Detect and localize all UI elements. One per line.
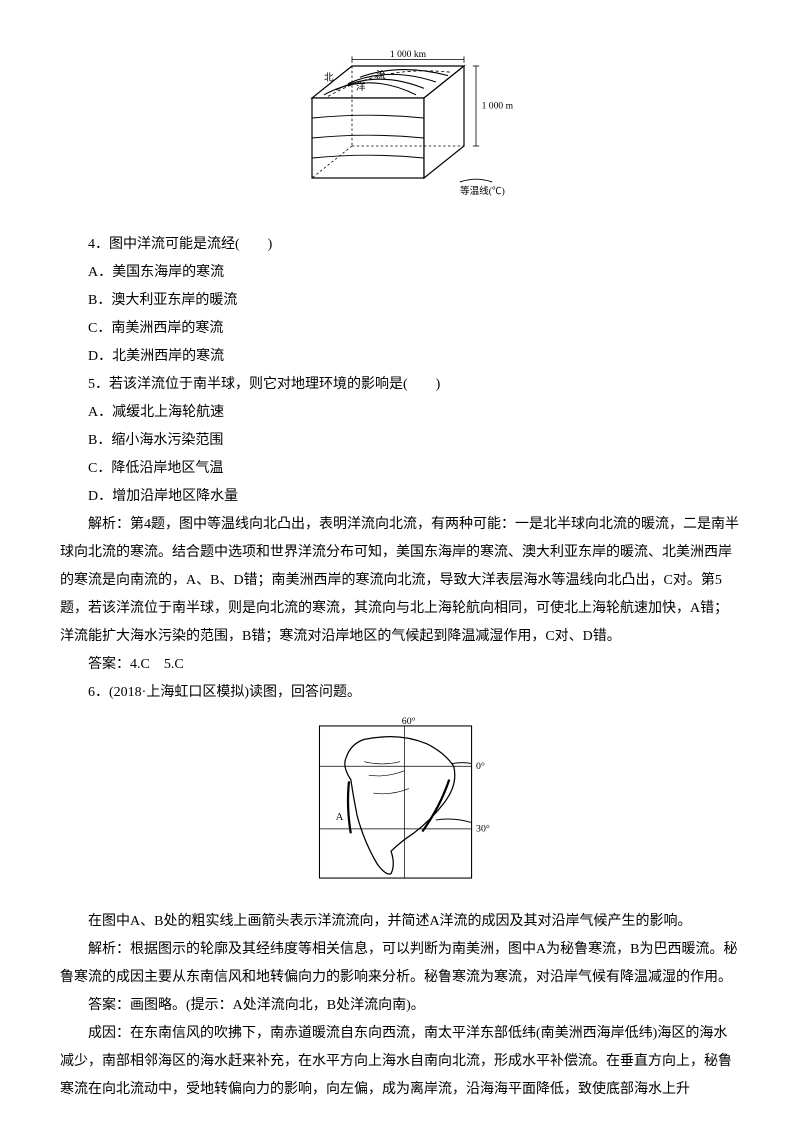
q4-opt-a: A．美国东海岸的寒流 xyxy=(60,259,740,287)
figure-2-box: 60° 0° 30° A xyxy=(300,717,500,898)
fig2-lat0-label: 0° xyxy=(476,761,485,772)
fig1-legend: 等温线(℃) xyxy=(460,185,505,197)
fig1-north-label: 北 xyxy=(324,72,334,83)
figure-1-svg: 1 000 km 1 000 m 北 流 洋 等温线(℃) xyxy=(280,50,520,210)
figure-2: 60° 0° 30° A xyxy=(60,717,740,898)
figure-1: 1 000 km 1 000 m 北 流 洋 等温线(℃) xyxy=(60,50,740,221)
q4-opt-d: D．北美洲西岸的寒流 xyxy=(60,343,740,371)
fig1-right-label: 1 000 m xyxy=(482,100,514,111)
q5-opt-c: C．降低沿岸地区气温 xyxy=(60,455,740,483)
answer-6b: 成因：在东南信风的吹拂下，南赤道暖流自东向西流，南太平洋东部低纬(南美洲西海岸低… xyxy=(60,1020,740,1104)
q6-sub: 在图中A、B处的粗实线上画箭头表示洋流流向，并简述A洋流的成因及其对沿岸气候产生… xyxy=(60,908,740,936)
fig2-lon-label: 60° xyxy=(402,717,416,727)
q4-opt-b: B．澳大利亚东岸的暖流 xyxy=(60,287,740,315)
q4-opt-c: C．南美洲西岸的寒流 xyxy=(60,315,740,343)
explain-4-5: 解析：第4题，图中等温线向北凸出，表明洋流向北流，有两种可能：一是北半球向北流的… xyxy=(60,511,740,651)
fig2-a-label: A xyxy=(336,811,344,823)
explain-6: 解析：根据图示的轮廓及其经纬度等相关信息，可以判断为南美洲，图中A为秘鲁寒流，B… xyxy=(60,936,740,992)
fig1-flow-label-2: 洋 xyxy=(356,81,366,93)
q6-stem: 6．(2018·上海虹口区模拟)读图，回答问题。 xyxy=(60,679,740,707)
fig1-top-label: 1 000 km xyxy=(390,50,427,60)
fig2-lat30-label: 30° xyxy=(476,824,490,835)
answer-6a: 答案：画图略。(提示：A处洋流向北，B处洋流向南)。 xyxy=(60,992,740,1020)
q4-stem: 4．图中洋流可能是流经( ) xyxy=(60,231,740,259)
fig1-flow-label-1: 流 xyxy=(376,69,386,81)
q5-opt-a: A．减缓北上海轮航速 xyxy=(60,399,740,427)
answer-4-5: 答案：4.C 5.C xyxy=(60,651,740,679)
q5-opt-b: B．缩小海水污染范围 xyxy=(60,427,740,455)
figure-1-box: 1 000 km 1 000 m 北 流 洋 等温线(℃) xyxy=(280,50,520,221)
q5-opt-d: D．增加沿岸地区降水量 xyxy=(60,483,740,511)
q5-stem: 5．若该洋流位于南半球，则它对地理环境的影响是( ) xyxy=(60,371,740,399)
figure-2-svg: 60° 0° 30° A xyxy=(300,717,500,887)
